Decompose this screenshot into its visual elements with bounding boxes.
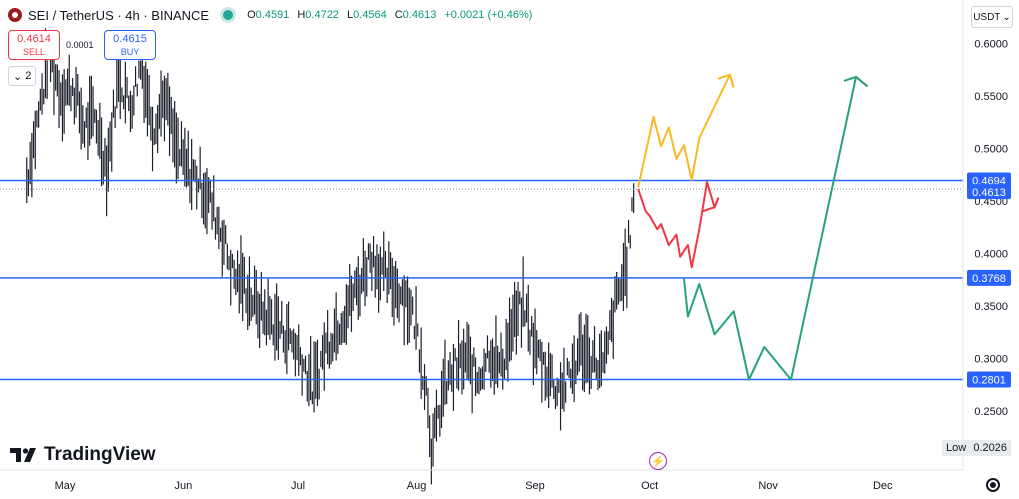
x-tick-label: Jul: [291, 480, 305, 492]
symbol-title[interactable]: SEI / TetherUS · 4h · BINANCE: [28, 7, 210, 23]
market-status-icon[interactable]: [223, 10, 234, 20]
high-label: H: [297, 9, 306, 21]
low-badge: Low 0.2026: [942, 440, 1011, 456]
sell-price: 0.4614: [17, 33, 51, 45]
sei-coin-icon: [8, 8, 22, 22]
y-tick-label: 0.3000: [974, 354, 1008, 366]
x-tick-label: Oct: [641, 480, 658, 492]
high-value: 0.4722: [305, 9, 339, 21]
green-projection-arrowhead: [843, 75, 869, 88]
yellow-projection-path[interactable]: [637, 73, 735, 188]
currency-selector[interactable]: USDT ⌄: [971, 6, 1013, 28]
close-label: C: [394, 9, 403, 21]
sell-button[interactable]: 0.4614 SELL: [8, 30, 60, 60]
red-projection-path[interactable]: [637, 181, 720, 269]
y-tick-label: 0.4000: [974, 248, 1008, 260]
change-value: +0.0021 (+0.46%): [444, 9, 533, 21]
tradingview-mark-icon: [10, 448, 36, 462]
indicators-count: 2: [25, 70, 32, 82]
last-price-badge: [967, 184, 1011, 200]
x-tick-label: May: [55, 480, 76, 492]
x-tick-label: Sep: [525, 480, 545, 492]
indicators-toggle[interactable]: ⌄ 2: [8, 66, 37, 86]
chevron-down-icon: ⌄: [1002, 11, 1011, 23]
buy-label: BUY: [120, 47, 140, 57]
y-tick-label: 0.2500: [974, 406, 1008, 418]
level-price-label: 0.3768: [972, 273, 1006, 285]
y-tick-label: 0.3500: [974, 301, 1008, 313]
tradingview-logo[interactable]: TradingView: [10, 444, 156, 466]
event-flash-icon[interactable]: ⚡: [649, 452, 667, 470]
low-value: 0.4564: [353, 9, 387, 21]
last-price-label: 0.4613: [972, 187, 1006, 199]
low-badge-label: Low: [946, 442, 967, 454]
green-projection-path[interactable]: [683, 75, 869, 381]
buy-price: 0.4615: [113, 33, 147, 45]
level-price-badge: [967, 269, 1011, 286]
yellow-projection-arrowhead: [717, 73, 735, 88]
x-tick-label: Nov: [758, 480, 778, 492]
ohlc-values: O0.4591 H0.4722 L0.4564 C0.4613 +0.0021 …: [247, 9, 532, 21]
currency-label: USDT: [973, 11, 1001, 23]
x-tick-label: Aug: [407, 480, 427, 492]
spread-value: 0.0001: [66, 40, 94, 50]
level-price-label: 0.2801: [972, 375, 1006, 387]
logo-text: TradingView: [44, 444, 156, 465]
chevron-down-icon: ⌄: [13, 70, 23, 83]
x-tick-label: Jun: [175, 480, 193, 492]
level-price-badge: [967, 371, 1011, 388]
chart-header: SEI / TetherUS · 4h · BINANCE O0.4591 H0…: [8, 4, 532, 26]
low-label: L: [346, 9, 354, 21]
buy-button[interactable]: 0.4615 BUY: [104, 30, 156, 60]
low-badge-value: 0.2026: [973, 442, 1007, 454]
red-projection-arrowhead: [702, 197, 720, 213]
close-value: 0.4613: [402, 9, 437, 21]
y-tick-label: 0.6000: [974, 38, 1008, 50]
y-tick-label: 0.5000: [974, 143, 1008, 155]
open-value: 0.4591: [255, 9, 290, 21]
settings-gear-icon[interactable]: [986, 478, 1000, 492]
open-label: O: [247, 9, 256, 21]
sell-label: SELL: [22, 47, 46, 57]
x-tick-label: Dec: [873, 480, 893, 492]
y-tick-label: 0.5500: [974, 91, 1008, 103]
